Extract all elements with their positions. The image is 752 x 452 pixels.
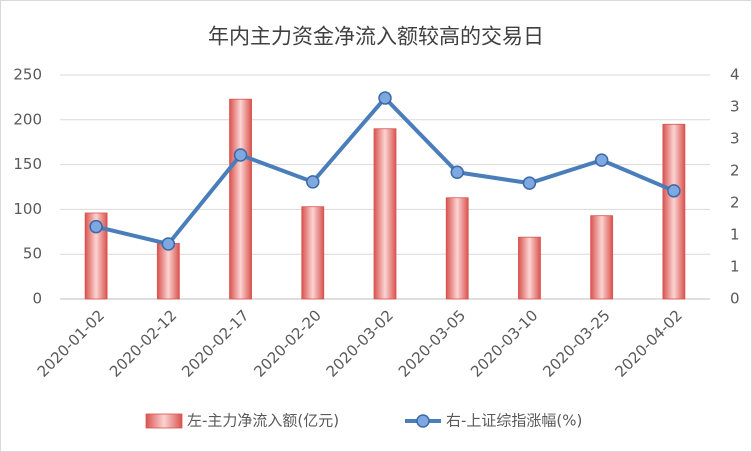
y-tick-label: 50 bbox=[23, 245, 42, 263]
legend-label: 右-上证综指涨幅(%) bbox=[446, 412, 582, 430]
y2-tick-label: 0 bbox=[730, 290, 740, 308]
y-tick-label: 100 bbox=[13, 200, 42, 218]
legend-label: 左-主力净流入额(亿元) bbox=[187, 412, 339, 430]
y2-tick-label: 2 bbox=[730, 194, 740, 212]
y-tick-label: 250 bbox=[13, 66, 42, 84]
line-marker bbox=[378, 91, 392, 105]
chart-title: 年内主力资金净流入额较高的交易日 bbox=[208, 25, 544, 49]
y2-tick-label: 2 bbox=[730, 162, 740, 180]
bar bbox=[301, 206, 325, 300]
y2-tick-label: 1 bbox=[730, 258, 740, 276]
y2-tick-label: 3 bbox=[730, 130, 740, 148]
legend-marker bbox=[416, 414, 430, 428]
line-marker bbox=[522, 176, 537, 190]
bar bbox=[373, 128, 397, 300]
line-marker bbox=[306, 175, 320, 189]
legend-swatch bbox=[145, 413, 183, 429]
line-marker bbox=[161, 237, 176, 251]
bar bbox=[156, 243, 180, 300]
bar bbox=[445, 197, 469, 300]
y-tick-label: 0 bbox=[32, 290, 42, 308]
y2-tick-label: 4 bbox=[730, 66, 740, 84]
bar bbox=[518, 236, 541, 300]
y-tick-label: 200 bbox=[13, 110, 42, 128]
bar bbox=[84, 212, 108, 300]
line-marker bbox=[450, 165, 464, 180]
line-marker bbox=[667, 184, 681, 198]
bar bbox=[662, 123, 686, 300]
line-marker bbox=[594, 153, 609, 167]
y2-tick-label: 1 bbox=[730, 226, 740, 244]
bar bbox=[590, 215, 614, 300]
line-marker bbox=[89, 219, 103, 234]
y-tick-label: 150 bbox=[13, 155, 42, 173]
line-marker bbox=[233, 148, 248, 162]
y2-tick-label: 3 bbox=[730, 98, 740, 116]
bar bbox=[229, 98, 252, 300]
